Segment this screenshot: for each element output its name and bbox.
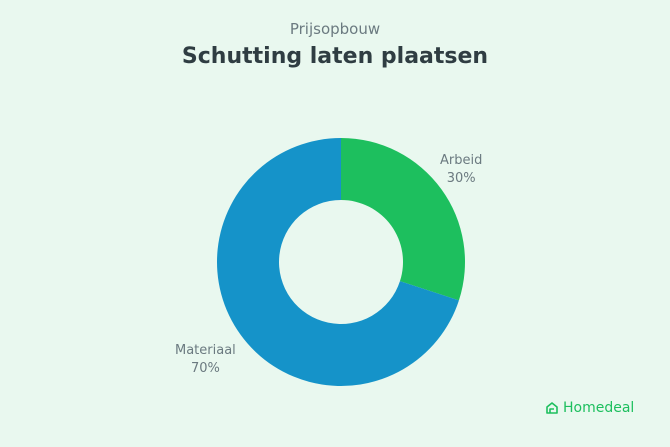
chart-title: Schutting laten plaatsen (181, 44, 489, 69)
label-text: Arbeid (440, 153, 483, 168)
slice-arbeid (341, 138, 465, 301)
label-text: Materiaal (175, 343, 236, 358)
slice-label-materiaal: Materiaal 70% (175, 342, 236, 378)
chart-subtitle: Prijsopbouw (289, 20, 381, 38)
brand-name: Homedeal (563, 400, 635, 416)
house-icon (546, 402, 558, 414)
value-text: 30% (446, 171, 476, 186)
value-text: 70% (190, 361, 220, 376)
slice-materiaal (217, 138, 459, 386)
slice-label-arbeid: Arbeid 30% (440, 152, 482, 188)
homedeal-logo: Homedeal (545, 400, 634, 416)
